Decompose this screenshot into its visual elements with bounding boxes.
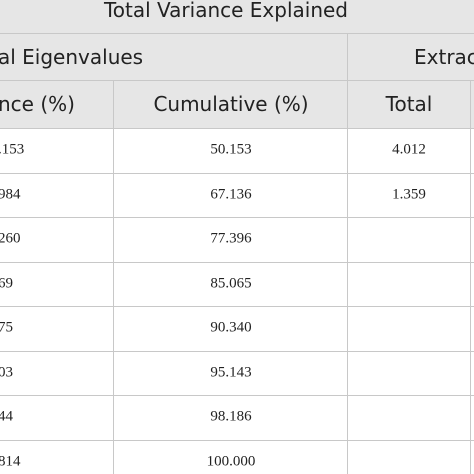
column-rule [113, 80, 114, 474]
table-cell: 984 [0, 186, 21, 203]
row-rule [0, 262, 474, 263]
table-cell: 77.396 [210, 230, 252, 247]
row-rule [0, 306, 474, 307]
header-background [0, 0, 474, 128]
table-cell: 44 [0, 408, 13, 425]
group-header: al Eigenvalues [0, 45, 144, 69]
table-cell: 75 [0, 319, 13, 336]
row-rule [0, 395, 474, 396]
table-cell: 98.186 [210, 408, 252, 425]
table-cell: 260 [0, 230, 21, 247]
table-cell: 95.143 [210, 364, 252, 381]
table-cell: 69 [0, 275, 13, 292]
rule [0, 33, 474, 34]
table-cell: 4.012 [392, 141, 426, 158]
column-header: nce (%) [0, 92, 75, 116]
column-header: Total [385, 92, 433, 116]
table-cell: 1.359 [392, 186, 426, 203]
table-cell: 814 [0, 453, 21, 470]
table-cell: 100.000 [206, 453, 256, 470]
column-header: Cumulative (%) [153, 92, 309, 116]
table-cell: 90.340 [210, 319, 252, 336]
row-rule [0, 173, 474, 174]
row-rule [0, 351, 474, 352]
table-cell: 85.065 [210, 275, 252, 292]
table-cell: 50.153 [210, 141, 252, 158]
row-rule [0, 440, 474, 441]
rule [0, 128, 474, 129]
group-header: Extrac [414, 45, 474, 69]
row-rule [0, 217, 474, 218]
table-cell: .153 [0, 141, 25, 158]
column-rule [347, 33, 348, 474]
table-cell: 03 [0, 364, 13, 381]
column-rule [470, 80, 471, 474]
table-cell: 67.136 [210, 186, 252, 203]
table-title: Total Variance Explained [103, 0, 349, 22]
rule [0, 80, 474, 81]
